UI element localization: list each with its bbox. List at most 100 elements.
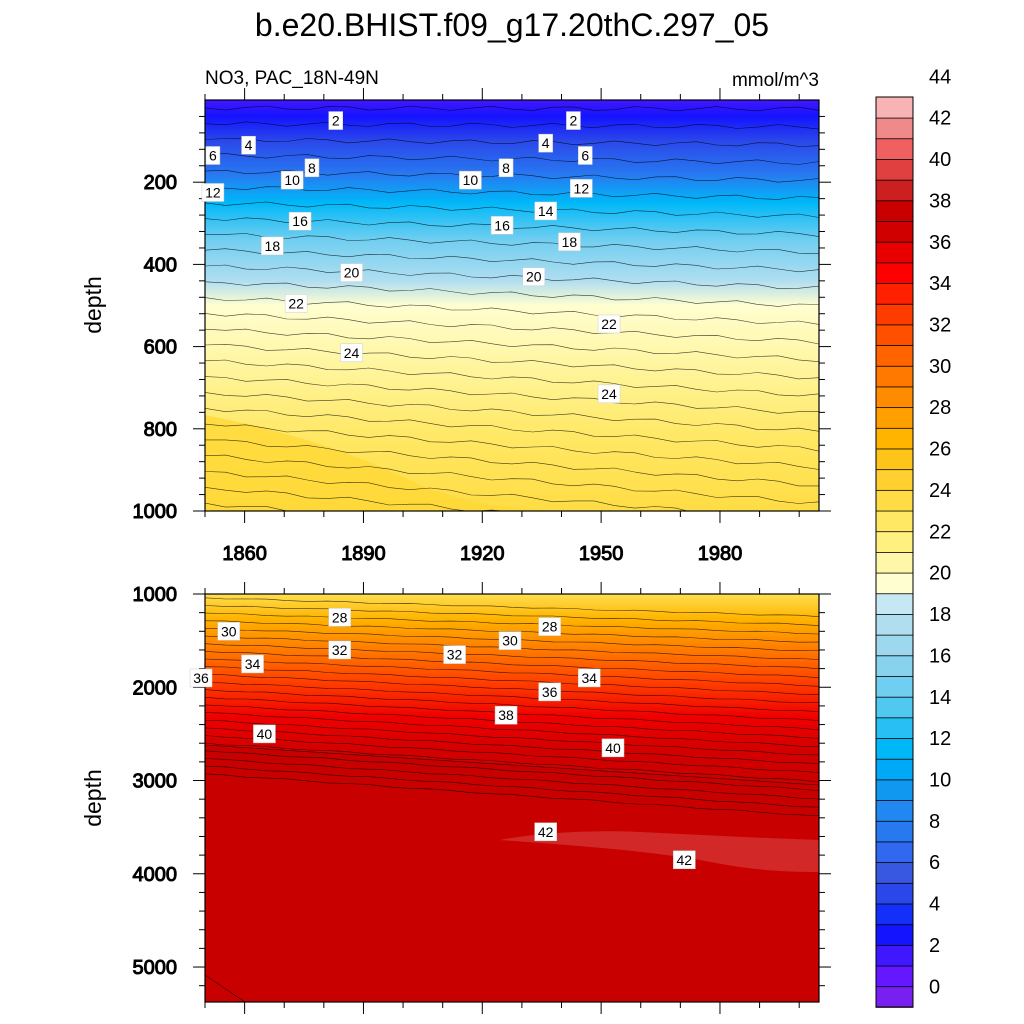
lower-panel: 1000 2000 3000 4000 5000 depth 28 28 30 30 32 32 3… xyxy=(80,582,831,1014)
contour-line xyxy=(205,643,819,670)
colorbar-swatch xyxy=(875,220,914,243)
upper-panel: NO3, PAC_18N-49N mmol/m^3 200 400 600 800 10… xyxy=(80,68,831,566)
colorbar-swatch xyxy=(875,737,914,760)
x-tick-label: 1950 xyxy=(579,543,624,565)
colorbar-swatch xyxy=(875,262,914,284)
colorbar-label: 0 xyxy=(929,976,940,998)
contour-label: 30 xyxy=(498,631,522,650)
contour-label-box xyxy=(459,170,482,190)
contour-label-text: 34 xyxy=(581,670,597,686)
colorbar-swatch xyxy=(875,96,914,119)
lower-plot-frame xyxy=(204,593,820,1003)
contour-line xyxy=(205,423,819,470)
contour-label: 38 xyxy=(494,705,518,725)
colorbar-label: 10 xyxy=(929,770,951,792)
colorbar-swatch xyxy=(875,282,914,305)
contour-label-text: 20 xyxy=(344,265,360,281)
contour-label: 2 xyxy=(566,111,581,130)
contour-label: 8 xyxy=(304,158,320,178)
colorbar-label: 20 xyxy=(929,563,951,585)
contour-label: 30 xyxy=(217,622,241,641)
contour-line xyxy=(205,674,819,703)
contour-label: 6 xyxy=(205,146,221,165)
contour-line xyxy=(205,974,246,1002)
contour-label-text: 6 xyxy=(209,147,217,163)
contour-label-text: 36 xyxy=(542,684,558,700)
contour-line xyxy=(205,376,819,414)
x-tick-label: 1860 xyxy=(222,543,267,565)
contour-label-box xyxy=(522,267,546,286)
contour-label-text: 16 xyxy=(494,217,510,233)
contour-label-text: 22 xyxy=(288,295,304,311)
contour-label-text: 18 xyxy=(265,238,281,254)
contour-label-box xyxy=(261,236,284,256)
contour-label-box xyxy=(490,216,514,235)
contour-label-box xyxy=(205,146,221,165)
contour-label-text: 18 xyxy=(562,234,578,250)
upper-plot-frame xyxy=(204,99,820,512)
contour-label-box xyxy=(189,668,213,688)
contour-label-text: 8 xyxy=(308,160,316,176)
upper-left-label: NO3, PAC_18N-49N xyxy=(205,68,379,89)
contour-line xyxy=(205,773,819,816)
colorbar-swatch xyxy=(875,696,914,719)
contour-label: 18 xyxy=(261,236,284,256)
contour-line xyxy=(205,201,819,218)
contour-label: 34 xyxy=(577,668,601,688)
contour-label-text: 24 xyxy=(344,345,360,361)
contour-line xyxy=(205,744,819,786)
contour-label-box xyxy=(328,608,351,627)
contour-line xyxy=(205,105,819,112)
y-tick-label: 600 xyxy=(144,337,177,359)
contour-label-text: 42 xyxy=(538,824,554,840)
colorbar-swatch xyxy=(875,903,914,926)
contour-line xyxy=(205,233,819,254)
contour-label-box xyxy=(597,384,621,404)
contour-line xyxy=(205,712,819,747)
contour-line xyxy=(205,408,819,452)
contour-label-text: 28 xyxy=(542,619,558,635)
contour-label: 22 xyxy=(597,314,621,334)
contour-label-text: 16 xyxy=(292,213,308,229)
contour-line xyxy=(205,454,819,504)
contour-label: 6 xyxy=(578,146,593,165)
contour-line xyxy=(205,597,819,617)
contour-label-box xyxy=(538,682,561,702)
contour-label: 4 xyxy=(538,133,553,153)
contour-label-box xyxy=(673,850,696,870)
contour-line xyxy=(205,658,819,687)
contour-label: 24 xyxy=(597,384,621,404)
contour-label-text: 32 xyxy=(447,647,463,663)
x-tick-label: 1890 xyxy=(341,543,386,565)
contour-label-box xyxy=(340,263,363,282)
contour-label: 32 xyxy=(328,640,351,660)
colorbar-swatch xyxy=(875,179,914,202)
contour-line xyxy=(205,186,819,200)
contour-line xyxy=(205,248,819,273)
colorbar-swatch xyxy=(875,386,914,409)
contour-label-box xyxy=(288,211,312,231)
contour-label: 18 xyxy=(558,232,581,252)
colorbar-swatch xyxy=(875,882,914,905)
colorbar-label: 16 xyxy=(929,645,951,667)
contour-label: 42 xyxy=(673,850,696,870)
colorbar-label: 18 xyxy=(929,604,951,626)
contour-label-box xyxy=(217,622,241,641)
colorbar-label: 26 xyxy=(929,439,951,461)
contour-line xyxy=(205,727,819,764)
colorbar-swatch xyxy=(875,241,914,264)
y-tick-label: 800 xyxy=(144,419,177,441)
contour-label: 12 xyxy=(570,179,593,198)
contour-label: 40 xyxy=(601,738,625,758)
colorbar-label: 4 xyxy=(929,894,940,916)
colorbar-swatch xyxy=(875,344,914,367)
contour-line xyxy=(205,765,819,808)
colorbar-frame xyxy=(875,96,914,1008)
colorbar-swatch xyxy=(875,448,914,471)
contour-line xyxy=(205,439,819,487)
contour-label-text: 8 xyxy=(502,160,510,176)
contour-line xyxy=(205,735,819,773)
contour-label: 10 xyxy=(280,170,304,190)
contour-label-box xyxy=(443,645,466,664)
colorbar-swatch xyxy=(875,923,914,946)
